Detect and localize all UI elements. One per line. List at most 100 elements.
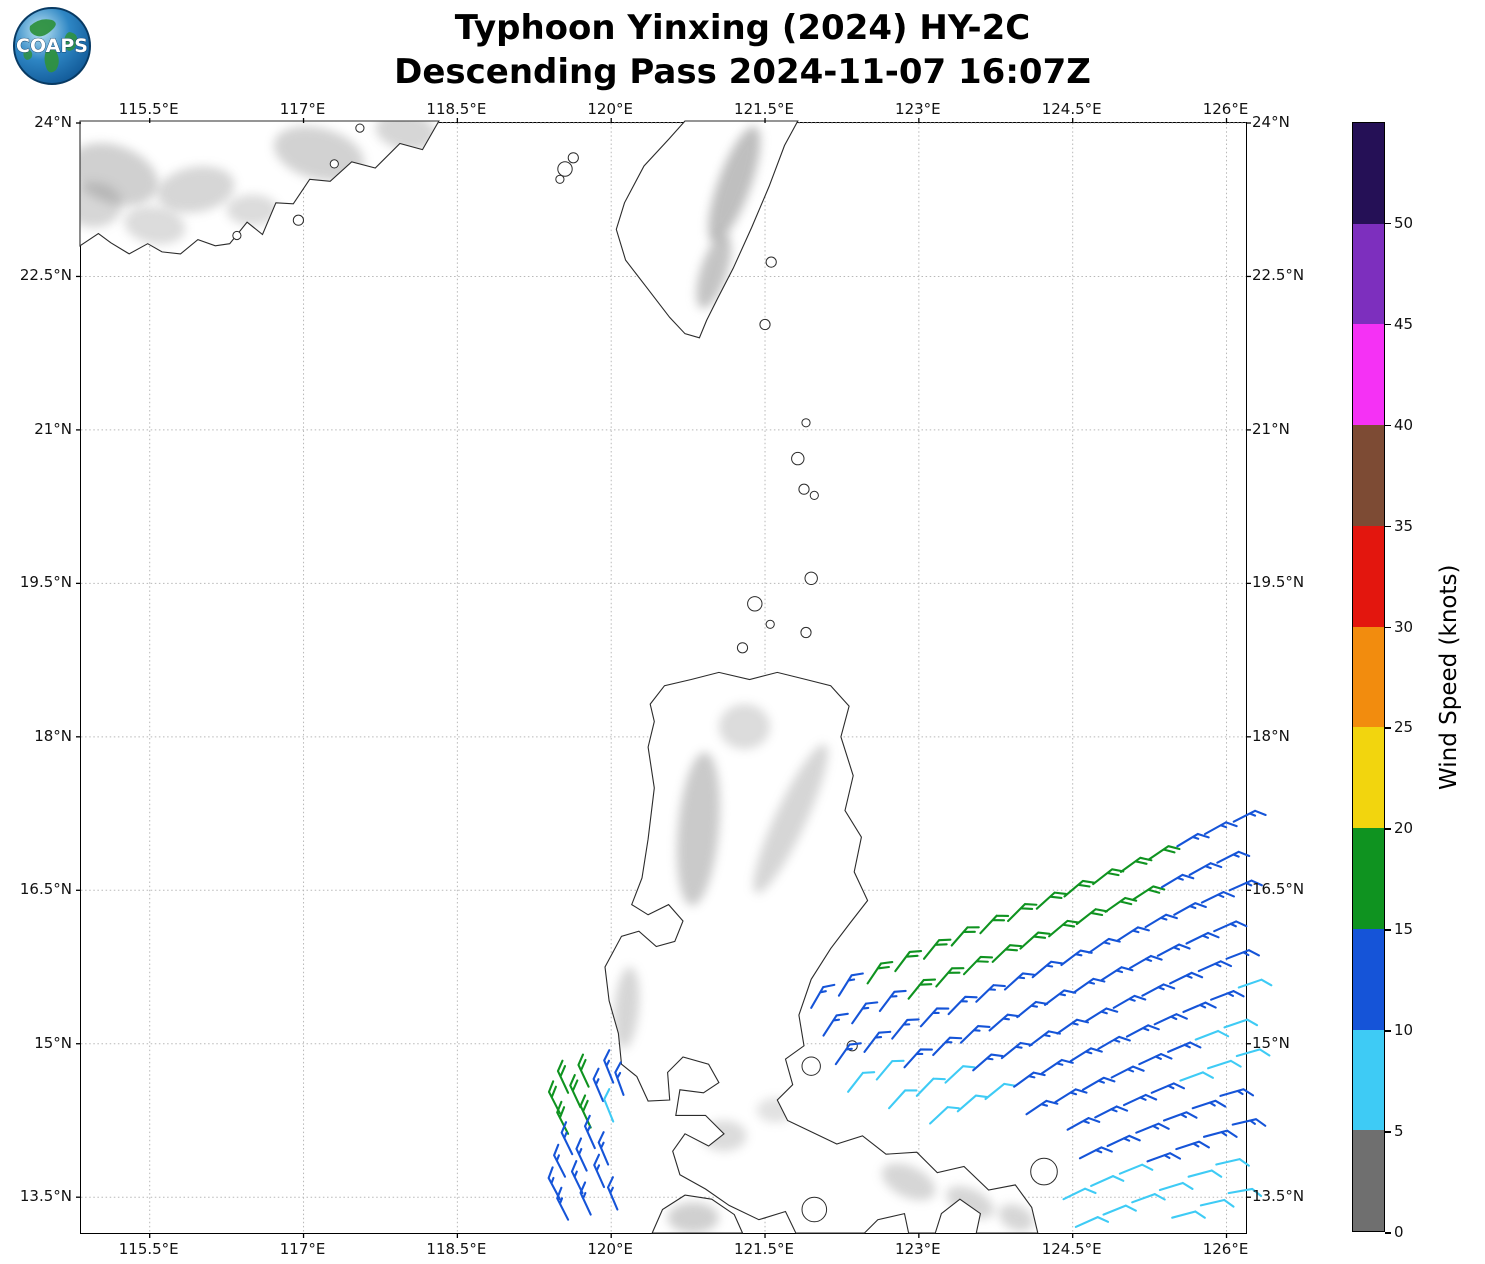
map-plot <box>76 118 1273 1238</box>
wind-barb <box>1173 902 1207 916</box>
lat-tick-label-right: 16.5°N <box>1252 880 1305 899</box>
wind-barb <box>1040 1058 1074 1075</box>
wind-barb <box>932 1036 963 1057</box>
wind-barb <box>1228 879 1263 892</box>
wind-barb <box>1146 1152 1182 1163</box>
colorbar-tick-mark <box>1385 424 1391 427</box>
wind-barb <box>875 1059 905 1081</box>
terrain-blob <box>226 194 278 226</box>
colorbar-segment <box>1353 828 1384 929</box>
wind-barb <box>1158 1181 1194 1192</box>
wind-barb <box>1182 1001 1217 1014</box>
wind-barb <box>1092 868 1125 886</box>
wind-barb <box>991 944 1023 963</box>
island <box>791 451 805 466</box>
wind-barb <box>907 978 937 1000</box>
wind-barb <box>1056 1018 1090 1035</box>
wind-barb <box>1175 1140 1210 1151</box>
coaps-logo-globe: COAPS <box>13 7 91 85</box>
wind-barb <box>1100 966 1134 982</box>
wind-barb <box>1090 1175 1125 1187</box>
wind-barb <box>1060 949 1093 967</box>
terrain-blob <box>881 1163 936 1201</box>
island <box>765 619 775 629</box>
lat-tick-label-left: 15°N <box>34 1033 72 1052</box>
wind-barb <box>577 1053 590 1088</box>
lon-tick-label-top: 115.5°E <box>118 100 179 118</box>
wind-barb <box>575 1137 588 1172</box>
colorbar-tick-label: 30 <box>1394 617 1414 636</box>
terrain-blob <box>273 126 364 182</box>
wind-barb <box>1088 937 1121 954</box>
wind-barb <box>1216 850 1251 864</box>
colorbar-segment <box>1353 525 1384 627</box>
lon-tick-label-top: 124.5°E <box>1041 100 1102 118</box>
wind-barb <box>1119 856 1153 873</box>
wind-barb <box>1176 832 1210 848</box>
wind-barb <box>1150 1082 1186 1094</box>
wind-barb <box>1215 1158 1250 1167</box>
coastline <box>604 671 1039 1234</box>
wind-barb <box>847 1071 876 1093</box>
lon-tick-label-top: 121.5°E <box>734 100 794 118</box>
wind-barb <box>919 1007 950 1028</box>
lat-tick-label-left: 18°N <box>34 726 72 745</box>
colorbar-tick-mark <box>1385 727 1391 729</box>
lon-tick-label-top: 126°E <box>1202 100 1249 118</box>
island <box>292 214 304 226</box>
figure-title: Typhoon Yinxing (2024) HY-2C Descending … <box>0 6 1485 94</box>
colorbar-tick-mark <box>1385 626 1391 629</box>
wind-barb <box>570 1160 584 1195</box>
colorbar-tick-mark <box>1385 323 1391 326</box>
coaps-logo: COAPS <box>12 6 92 90</box>
colorbar-tick-label: 20 <box>1394 819 1414 838</box>
wind-barb <box>1043 989 1077 1006</box>
terrain-blob <box>613 967 640 1049</box>
wind-barb <box>556 1059 570 1094</box>
island <box>1030 1157 1058 1186</box>
wind-barb <box>579 1094 592 1129</box>
lon-tick-label-bottom: 124.5°E <box>1041 1240 1102 1258</box>
wind-barb <box>1225 949 1261 960</box>
wind-barb <box>891 1018 920 1040</box>
wind-barb <box>1144 913 1178 929</box>
wind-barb <box>1013 1071 1046 1088</box>
colorbar-tick-mark <box>1385 929 1391 931</box>
wind-barb <box>988 1013 1020 1032</box>
island <box>567 152 579 164</box>
wind-barb <box>1125 1024 1160 1038</box>
wind-barb <box>1102 1204 1137 1216</box>
wind-barb <box>1153 1013 1188 1026</box>
wind-barb <box>922 938 952 960</box>
island <box>798 483 810 495</box>
lon-tick-label-bottom: 123°E <box>895 1240 941 1258</box>
wind-barb <box>834 1042 862 1066</box>
wind-barb <box>1116 926 1150 942</box>
wind-barb <box>810 983 836 1009</box>
wind-barb <box>1069 1047 1103 1063</box>
wind-barb <box>888 1089 918 1110</box>
lat-tick-label-right: 24°N <box>1252 113 1290 131</box>
wind-barb <box>1016 1000 1049 1019</box>
terrain-blob <box>708 126 761 243</box>
island <box>801 1196 828 1223</box>
lon-tick-label-top: 118.5°E <box>426 100 487 118</box>
terrain-blob <box>80 182 122 228</box>
wind-barb <box>975 984 1006 1003</box>
wind-barb <box>1131 1193 1166 1204</box>
wind-barb <box>603 1088 615 1123</box>
wind-barb <box>1210 990 1245 1001</box>
wind-barb <box>1062 1187 1097 1201</box>
wind-barb <box>1202 1129 1238 1138</box>
lat-tick-label-right: 21°N <box>1252 419 1290 438</box>
lon-tick-label-bottom: 117°E <box>279 1240 326 1258</box>
wind-barb <box>1156 943 1191 957</box>
coastline <box>79 120 440 255</box>
wind-barb <box>1048 919 1080 938</box>
wind-barb <box>1231 1118 1267 1127</box>
wind-barb <box>944 1065 976 1084</box>
lon-tick-label-bottom: 126°E <box>1202 1240 1249 1258</box>
lat-tick-label-left: 13.5°N <box>19 1187 72 1206</box>
lat-tick-label-right: 15°N <box>1252 1033 1290 1052</box>
wind-barb <box>1227 1187 1263 1198</box>
